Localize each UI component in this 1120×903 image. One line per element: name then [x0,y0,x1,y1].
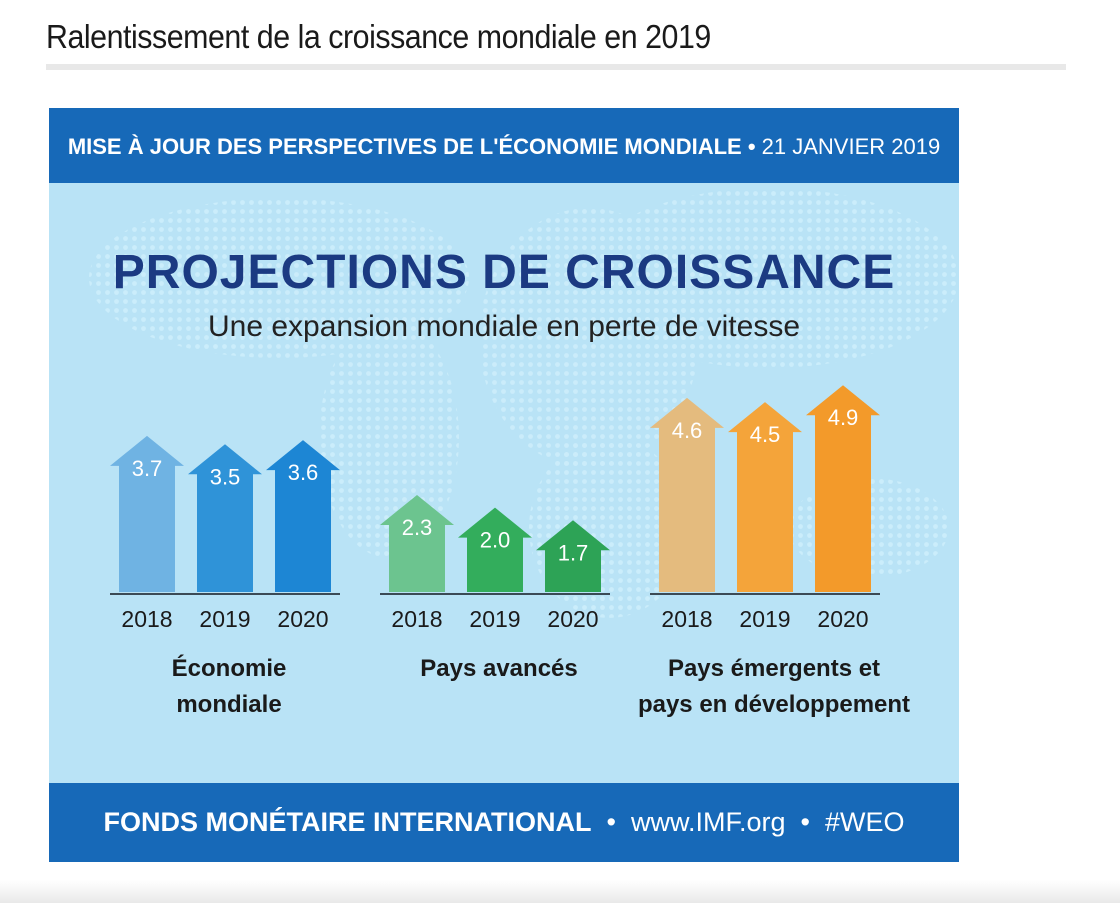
footer-url[interactable]: www.IMF.org [630,807,786,837]
year-label-advanced-2018: 2018 [391,606,442,632]
bar-emerging-2019 [728,402,802,592]
year-label-world-2019: 2019 [199,606,250,632]
header-separator: • [741,134,762,159]
value-label-emerging-2019: 4.5 [750,422,781,447]
group-label-emerging-line1: Pays émergents et [667,655,881,682]
world-map-dots [89,188,959,618]
year-label-world-2018: 2018 [121,606,172,632]
year-label-emerging-2018: 2018 [661,606,712,632]
group-label-advanced-line1: Pays avancés [420,655,578,682]
footer-separator: • [591,807,631,837]
header-band: MISE À JOUR DES PERSPECTIVES DE L'ÉCONOM… [49,108,959,183]
page-title: Ralentissement de la croissance mondiale… [46,18,711,55]
chart-headline: PROJECTIONS DE CROISSANCE [112,246,896,299]
value-label-emerging-2020: 4.9 [828,405,859,430]
header-text: MISE À JOUR DES PERSPECTIVES DE L'ÉCONOM… [49,108,959,183]
footer-hashtag[interactable]: #WEO [824,807,905,837]
footer-separator-2: • [785,807,825,837]
bar-world-2019 [188,444,262,592]
year-label-emerging-2019: 2019 [739,606,790,632]
bar-advanced-2018 [380,494,454,592]
group-label-emerging: Pays émergents et pays en développement [619,651,929,723]
infographic-card: MISE À JOUR DES PERSPECTIVES DE L'ÉCONOM… [49,108,959,862]
value-label-world-2018: 3.7 [132,456,163,481]
bar-emerging-2018 [650,397,724,592]
group-label-advanced: Pays avancés [399,651,599,687]
bar-world-2018 [110,435,184,592]
group-label-emerging-line2: pays en développement [637,691,911,718]
value-label-advanced-2019: 2.0 [480,528,511,553]
group-label-world-line2: mondiale [176,691,282,718]
value-label-emerging-2018: 4.6 [672,418,703,443]
bar-world-2020 [266,440,340,592]
page-bottom-shadow [0,880,1120,903]
bar-advanced-2020 [536,520,610,592]
title-divider [46,64,1066,70]
group-label-world-line1: Économie [171,655,287,682]
year-label-advanced-2020: 2020 [547,606,598,632]
value-label-world-2019: 3.5 [210,464,241,489]
value-label-advanced-2020: 1.7 [558,540,589,565]
group-label-world: Économie mondiale [129,651,329,723]
year-label-advanced-2019: 2019 [469,606,520,632]
footer-text: FONDS MONÉTAIRE INTERNATIONAL • www.IMF.… [49,783,959,862]
chart-subheadline: Une expansion mondiale en perte de vites… [207,310,801,343]
footer-org: FONDS MONÉTAIRE INTERNATIONAL [103,807,592,837]
footer-band: FONDS MONÉTAIRE INTERNATIONAL • www.IMF.… [49,783,959,862]
header-date: 21 JANVIER 2019 [761,134,941,159]
bar-advanced-2019 [458,507,532,592]
year-label-world-2020: 2020 [277,606,328,632]
bar-emerging-2020 [806,385,880,592]
value-label-advanced-2018: 2.3 [402,515,433,540]
growth-projections-chart: 3.7 2018 3.5 2019 3.6 2020 2.3 2018 2.0 2019 1.7 20… [110,385,880,632]
value-label-world-2020: 3.6 [288,460,319,485]
year-label-emerging-2020: 2020 [817,606,868,632]
header-main: MISE À JOUR DES PERSPECTIVES DE L'ÉCONOM… [67,134,742,159]
